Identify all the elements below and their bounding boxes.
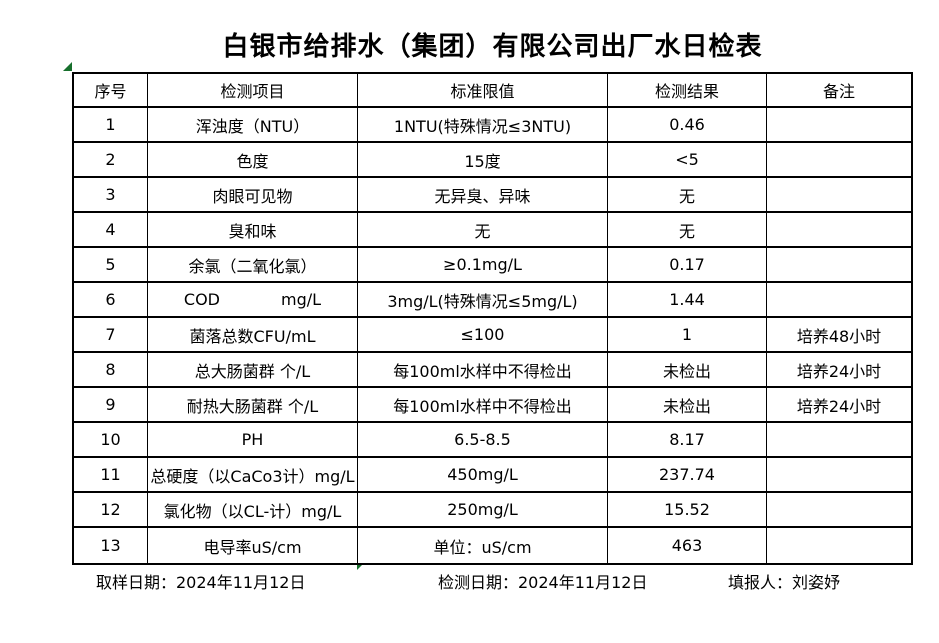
cell-remark bbox=[767, 283, 911, 318]
cell-result: 未检出 bbox=[608, 388, 767, 423]
table-row: 11 总硬度（以CaCo3计）mg/L 450mg/L 237.74 bbox=[74, 458, 911, 493]
test-date: 检测日期：2024年11月12日 bbox=[438, 573, 648, 592]
cell-standard: 450mg/L bbox=[358, 458, 608, 493]
cell-item: 色度 bbox=[148, 143, 358, 178]
table-row: 3 肉眼可见物 无异臭、异味 无 bbox=[74, 178, 911, 213]
cell-standard: 6.5-8.5 bbox=[358, 423, 608, 458]
column-header-item: 检测项目 bbox=[148, 74, 358, 108]
cell-remark bbox=[767, 213, 911, 248]
cell-standard: 1NTU(特殊情况≤3NTU) bbox=[358, 108, 608, 143]
table-row: 1 浑浊度（NTU） 1NTU(特殊情况≤3NTU) 0.46 bbox=[74, 108, 911, 143]
cell-standard: 15度 bbox=[358, 143, 608, 178]
cell-standard: 每100ml水样中不得检出 bbox=[358, 353, 608, 388]
cell-result: 0.46 bbox=[608, 108, 767, 143]
cell-standard: 每100ml水样中不得检出 bbox=[358, 388, 608, 423]
cell-standard: 无异臭、异味 bbox=[358, 178, 608, 213]
cell-remark bbox=[767, 248, 911, 283]
cell-remark bbox=[767, 143, 911, 178]
green-corner-marker-icon bbox=[357, 563, 364, 570]
column-header-standard: 标准限值 bbox=[358, 74, 608, 108]
column-header-index: 序号 bbox=[74, 74, 148, 108]
cell-standard: 3mg/L(特殊情况≤5mg/L) bbox=[358, 283, 608, 318]
cell-remark: 培养24小时 bbox=[767, 353, 911, 388]
cell-result: 0.17 bbox=[608, 248, 767, 283]
table-row: 7 菌落总数CFU/mL ≤100 1 培养48小时 bbox=[74, 318, 911, 353]
page-title: 白银市给排水（集团）有限公司出厂水日检表 bbox=[222, 32, 763, 62]
cell-result: <5 bbox=[608, 143, 767, 178]
cell-remark bbox=[767, 528, 911, 563]
cell-remark: 培养48小时 bbox=[767, 318, 911, 353]
cell-item: PH bbox=[148, 423, 358, 458]
cell-remark bbox=[767, 493, 911, 528]
cell-index: 9 bbox=[74, 388, 148, 423]
cell-index: 2 bbox=[74, 143, 148, 178]
cell-index: 8 bbox=[74, 353, 148, 388]
cell-remark bbox=[767, 178, 911, 213]
cell-item: 臭和味 bbox=[148, 213, 358, 248]
cell-standard: ≤100 bbox=[358, 318, 608, 353]
cell-remark bbox=[767, 458, 911, 493]
cell-standard: 无 bbox=[358, 213, 608, 248]
cell-result: 1.44 bbox=[608, 283, 767, 318]
reporter-name: 填报人：刘姿妤 bbox=[728, 573, 841, 592]
cell-index: 5 bbox=[74, 248, 148, 283]
cell-item: 总大肠菌群 个/L bbox=[148, 353, 358, 388]
table-row: 10 PH 6.5-8.5 8.17 bbox=[74, 423, 911, 458]
cell-result: 15.52 bbox=[608, 493, 767, 528]
cell-item: 耐热大肠菌群 个/L bbox=[148, 388, 358, 423]
table-row: 12 氯化物（以CL-计）mg/L 250mg/L 15.52 bbox=[74, 493, 911, 528]
cell-index: 6 bbox=[74, 283, 148, 318]
table-row: 8 总大肠菌群 个/L 每100ml水样中不得检出 未检出 培养24小时 bbox=[74, 353, 911, 388]
cell-remark bbox=[767, 108, 911, 143]
table-row: 9 耐热大肠菌群 个/L 每100ml水样中不得检出 未检出 培养24小时 bbox=[74, 388, 911, 423]
cell-index: 13 bbox=[74, 528, 148, 563]
cell-index: 10 bbox=[74, 423, 148, 458]
cell-result: 未检出 bbox=[608, 353, 767, 388]
cell-item: 菌落总数CFU/mL bbox=[148, 318, 358, 353]
cell-result: 237.74 bbox=[608, 458, 767, 493]
daily-inspection-table: 序号 检测项目 标准限值 检测结果 备注 1 浑浊度（NTU） 1NTU(特殊情… bbox=[72, 72, 913, 565]
table-row: 2 色度 15度 <5 bbox=[74, 143, 911, 178]
cell-standard: 250mg/L bbox=[358, 493, 608, 528]
cell-result: 463 bbox=[608, 528, 767, 563]
cell-index: 3 bbox=[74, 178, 148, 213]
column-header-remark: 备注 bbox=[767, 74, 911, 108]
cell-index: 4 bbox=[74, 213, 148, 248]
table-header-row: 序号 检测项目 标准限值 检测结果 备注 bbox=[74, 74, 911, 108]
table-row: 13 电导率uS/cm 单位：uS/cm 463 bbox=[74, 528, 911, 563]
cell-index: 1 bbox=[74, 108, 148, 143]
cell-item: COD mg/L bbox=[148, 283, 358, 318]
column-header-result: 检测结果 bbox=[608, 74, 767, 108]
cell-standard: ≥0.1mg/L bbox=[358, 248, 608, 283]
cell-result: 无 bbox=[608, 178, 767, 213]
table-row: 4 臭和味 无 无 bbox=[74, 213, 911, 248]
cell-standard: 单位：uS/cm bbox=[358, 528, 608, 563]
cell-remark: 培养24小时 bbox=[767, 388, 911, 423]
cell-index: 12 bbox=[74, 493, 148, 528]
green-corner-marker-icon bbox=[63, 62, 72, 71]
cell-item: 电导率uS/cm bbox=[148, 528, 358, 563]
cell-index: 7 bbox=[74, 318, 148, 353]
cell-item: 浑浊度（NTU） bbox=[148, 108, 358, 143]
cell-remark bbox=[767, 423, 911, 458]
cell-item: 肉眼可见物 bbox=[148, 178, 358, 213]
cell-result: 无 bbox=[608, 213, 767, 248]
table-row: 6 COD mg/L 3mg/L(特殊情况≤5mg/L) 1.44 bbox=[74, 283, 911, 318]
sampling-date: 取样日期：2024年11月12日 bbox=[96, 573, 306, 592]
cell-item: 氯化物（以CL-计）mg/L bbox=[148, 493, 358, 528]
table-row: 5 余氯（二氧化氯） ≥0.1mg/L 0.17 bbox=[74, 248, 911, 283]
cell-index: 11 bbox=[74, 458, 148, 493]
cell-item: 总硬度（以CaCo3计）mg/L bbox=[148, 458, 358, 493]
cell-result: 8.17 bbox=[608, 423, 767, 458]
cell-result: 1 bbox=[608, 318, 767, 353]
cell-item: 余氯（二氧化氯） bbox=[148, 248, 358, 283]
